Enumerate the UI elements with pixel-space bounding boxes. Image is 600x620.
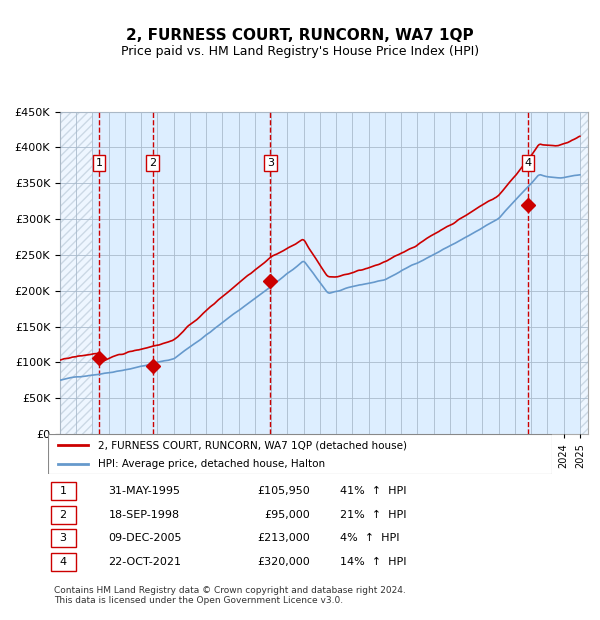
Text: 18-SEP-1998: 18-SEP-1998 (109, 510, 179, 520)
Text: 2: 2 (149, 158, 157, 168)
FancyBboxPatch shape (50, 552, 76, 571)
Text: 1: 1 (95, 158, 103, 168)
Text: 2, FURNESS COURT, RUNCORN, WA7 1QP (detached house): 2, FURNESS COURT, RUNCORN, WA7 1QP (deta… (98, 440, 407, 450)
Text: HPI: Average price, detached house, Halton: HPI: Average price, detached house, Halt… (98, 459, 326, 469)
Bar (60, 112, 92, 434)
Text: 4%  ↑  HPI: 4% ↑ HPI (340, 533, 400, 543)
Text: 31-MAY-1995: 31-MAY-1995 (109, 486, 181, 496)
FancyBboxPatch shape (50, 505, 76, 524)
Text: 3: 3 (267, 158, 274, 168)
FancyBboxPatch shape (50, 529, 76, 547)
Text: Contains HM Land Registry data © Crown copyright and database right 2024.
This d: Contains HM Land Registry data © Crown c… (54, 586, 406, 605)
Text: £105,950: £105,950 (257, 486, 310, 496)
FancyBboxPatch shape (50, 482, 76, 500)
Text: 09-DEC-2005: 09-DEC-2005 (109, 533, 182, 543)
Text: £213,000: £213,000 (257, 533, 310, 543)
Bar (580, 112, 588, 434)
Text: 4: 4 (59, 557, 67, 567)
Text: 21%  ↑  HPI: 21% ↑ HPI (340, 510, 407, 520)
Text: 2: 2 (59, 510, 67, 520)
Text: 2, FURNESS COURT, RUNCORN, WA7 1QP: 2, FURNESS COURT, RUNCORN, WA7 1QP (126, 28, 474, 43)
FancyBboxPatch shape (48, 434, 552, 474)
Text: 41%  ↑  HPI: 41% ↑ HPI (340, 486, 407, 496)
Text: £95,000: £95,000 (265, 510, 310, 520)
Text: £320,000: £320,000 (257, 557, 310, 567)
Text: 4: 4 (524, 158, 532, 168)
Text: 14%  ↑  HPI: 14% ↑ HPI (340, 557, 407, 567)
Text: 22-OCT-2021: 22-OCT-2021 (109, 557, 181, 567)
Text: 3: 3 (59, 533, 67, 543)
Text: Price paid vs. HM Land Registry's House Price Index (HPI): Price paid vs. HM Land Registry's House … (121, 45, 479, 58)
Bar (60, 112, 92, 434)
Text: 1: 1 (59, 486, 67, 496)
